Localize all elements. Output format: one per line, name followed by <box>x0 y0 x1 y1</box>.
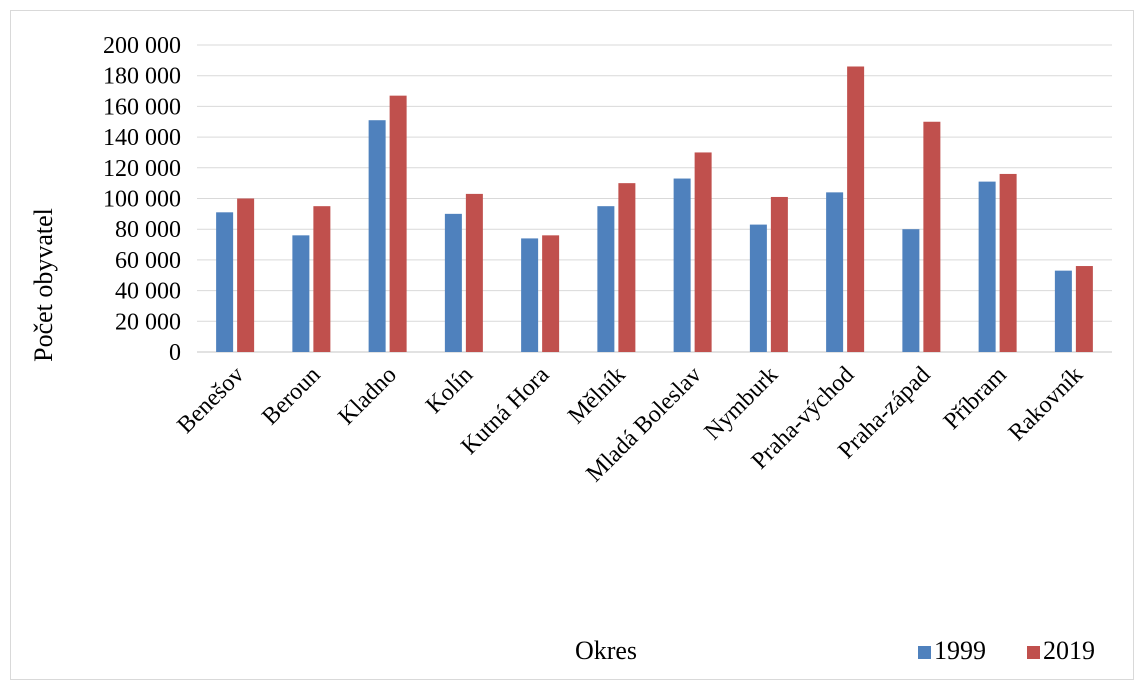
chart-frame <box>10 10 1134 680</box>
x-tick-label: Rakovník <box>1004 362 1088 446</box>
y-axis-title: Počet obyvatel <box>29 208 58 362</box>
bar-2019 <box>923 121 941 352</box>
x-tick-label: Benešov <box>173 362 250 439</box>
y-tick-label: 100 000 <box>103 187 181 213</box>
bar-1999 <box>444 213 462 352</box>
y-tick-label: 180 000 <box>103 64 181 90</box>
y-tick-label: 40 000 <box>115 279 181 305</box>
x-tick-label: Kolín <box>421 362 478 419</box>
bar-1999 <box>673 178 691 352</box>
bar-1999 <box>749 224 767 352</box>
legend-label-1999: 1999 <box>934 636 986 665</box>
legend: 1999 2019 <box>918 636 1095 665</box>
legend-label-2019: 2019 <box>1043 636 1095 665</box>
bar-1999 <box>826 192 844 352</box>
bars <box>216 66 1093 353</box>
bar-2019 <box>999 173 1017 352</box>
bar-2019 <box>237 198 255 352</box>
y-tick-label: 0 <box>169 340 181 366</box>
bar-2019 <box>847 66 865 353</box>
bar-1999 <box>1054 270 1072 352</box>
bar-2019 <box>313 206 331 352</box>
x-tick-label: Mělník <box>563 362 630 429</box>
x-tick-label: Příbram <box>939 362 1012 435</box>
bar-1999 <box>368 120 386 352</box>
x-tick-label: Beroun <box>257 362 325 430</box>
x-axis-title: Okres <box>575 636 637 665</box>
bar-2019 <box>618 183 636 352</box>
bar-2019 <box>1075 266 1093 352</box>
x-tick-label: Kladno <box>334 362 402 430</box>
bar-2019 <box>465 193 483 352</box>
y-tick-label: 140 000 <box>103 125 181 151</box>
y-tick-label: 120 000 <box>103 156 181 182</box>
bar-1999 <box>292 235 310 352</box>
bar-1999 <box>902 229 920 352</box>
y-tick-labels: 0 20 000 40 000 60 000 80 000 100 000 120 000 1… <box>103 33 181 366</box>
bar-1999 <box>521 238 539 352</box>
bar-2019 <box>694 152 712 352</box>
bar-1999 <box>978 181 996 352</box>
legend-swatch-1999 <box>918 646 931 659</box>
y-tick-label: 80 000 <box>115 217 181 243</box>
bar-1999 <box>597 206 615 352</box>
y-tick-label: 60 000 <box>115 248 181 274</box>
y-tick-label: 20 000 <box>115 309 181 335</box>
bar-2019 <box>770 196 788 352</box>
bar-1999 <box>216 212 234 352</box>
legend-swatch-2019 <box>1027 646 1040 659</box>
y-tick-label: 160 000 <box>103 94 181 120</box>
bar-2019 <box>542 235 560 352</box>
gridlines <box>197 44 1112 353</box>
bar-2019 <box>389 95 407 352</box>
y-tick-label: 200 000 <box>103 33 181 59</box>
